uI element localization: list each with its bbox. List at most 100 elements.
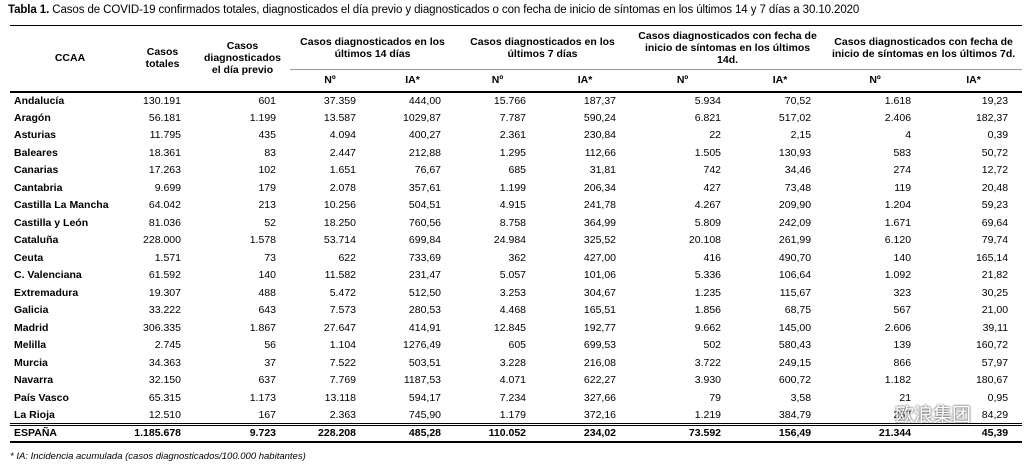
cell: 490,70	[778, 251, 812, 264]
cell: 1.856	[694, 304, 722, 317]
cell: 1.199	[249, 111, 276, 124]
cell: 102	[258, 164, 276, 177]
cell: 699,84	[408, 234, 442, 247]
table-row: Murcia 34.363 37 7.522 503,51 3.228 216,08 3.72…	[10, 354, 1022, 372]
cell: 605	[508, 339, 527, 352]
table-row: Cantabria 9.699 179 2.078 357,61 1.199 206,34 4…	[10, 179, 1022, 197]
cell: 213	[258, 199, 276, 212]
table-body: Andalucía 130.191 601 37.359 444,00 15.766 187…	[10, 92, 1023, 442]
table-row: Baleares 18.361 83 2.447 212,88 1.295 112,66 1.…	[10, 144, 1022, 162]
cell: 34,46	[784, 164, 812, 177]
cell: 503,51	[408, 356, 442, 369]
cell: 261,99	[778, 234, 812, 247]
cell: 76,67	[414, 164, 442, 177]
cell: 1.182	[884, 374, 912, 387]
table-row: Asturias 11.795 435 4.094 400,27 2.361 230,84 2…	[10, 127, 1022, 145]
sub-header: IA*	[925, 69, 1023, 93]
cell: 1187,53	[403, 374, 442, 387]
cell: 139	[893, 339, 912, 352]
cell: 84,29	[981, 408, 1009, 421]
region-name: Castilla La Mancha	[14, 199, 109, 212]
cell: 3.930	[694, 374, 722, 387]
cell: 13.118	[324, 391, 356, 404]
cell: 69,64	[981, 216, 1009, 229]
cell: 19,23	[981, 94, 1009, 107]
cell: 325,52	[583, 234, 617, 247]
cell: 1276,49	[403, 339, 442, 352]
cell: 362	[508, 251, 527, 264]
cell: 179	[258, 181, 276, 194]
header-row: Nº IA* Nº IA* Nº IA* Nº IA*	[10, 69, 1023, 93]
cell: 1029,87	[403, 111, 442, 124]
cell: 165,14	[975, 251, 1009, 264]
table-row: Ceuta 1.571 73 622 733,69 362 427,00 416 490,70 1…	[10, 249, 1022, 267]
cell: 37	[264, 356, 276, 369]
cell: 230,84	[583, 129, 617, 142]
cell: 53.714	[323, 234, 356, 247]
cell: 2.447	[329, 146, 356, 159]
cell: 216,08	[583, 356, 617, 369]
cell: 1.173	[249, 391, 276, 404]
region-name: Navarra	[14, 374, 54, 387]
cell: 6.821	[694, 111, 722, 124]
cell: 31,81	[589, 164, 617, 177]
cell: 73,48	[784, 181, 812, 194]
cell: 600,72	[778, 374, 812, 387]
cell: 13.587	[323, 111, 356, 124]
cell: 3,58	[790, 391, 812, 404]
cell: 231,47	[408, 269, 442, 282]
table-row: Melilla 2.745 56 1.104 1276,49 605 699,53 502 58…	[10, 337, 1022, 355]
sub-header: Nº	[630, 69, 736, 93]
total-cell: 485,28	[408, 427, 442, 440]
cell: 323	[893, 286, 912, 299]
cell: 65.315	[148, 391, 181, 404]
region-name: C. Valenciana	[14, 269, 82, 282]
cell: 2.406	[884, 111, 912, 124]
cell: 580,43	[778, 339, 812, 352]
cell: 4	[905, 129, 912, 142]
sub-header: Nº	[825, 69, 926, 93]
cell: 21	[899, 391, 912, 404]
cell: 601	[258, 94, 276, 107]
table-header: CCAA Casos totales Casos diagnosticados …	[10, 25, 1023, 93]
region-name: Canarias	[14, 164, 59, 177]
cell: 19.307	[148, 286, 181, 299]
cell: 57,97	[981, 356, 1009, 369]
cell: 2.363	[329, 408, 356, 421]
cell: 590,24	[583, 111, 617, 124]
cell: 583	[893, 146, 912, 159]
cell: 384,79	[778, 408, 812, 421]
table-row: Canarias 17.263 102 1.651 76,67 685 31,81 742 34…	[10, 162, 1022, 180]
region-name: Baleares	[14, 146, 58, 159]
cell: 643	[258, 304, 276, 317]
cell: 12.510	[148, 408, 181, 421]
region-name: Asturias	[14, 129, 57, 142]
cell: 7.769	[329, 374, 356, 387]
cell: 15.766	[493, 94, 527, 107]
cell: 304,67	[583, 286, 617, 299]
cell: 79	[709, 391, 722, 404]
cell: 267	[893, 408, 912, 421]
cell: 5.472	[329, 286, 356, 299]
cell: 5.057	[499, 269, 527, 282]
cell: 274	[893, 164, 912, 177]
cell: 20,48	[981, 181, 1009, 194]
cell: 517,02	[778, 111, 812, 124]
sub-header: IA*	[735, 69, 826, 93]
cell: 1.219	[694, 408, 722, 421]
total-cell: 45,39	[981, 427, 1009, 440]
cell: 33.222	[148, 304, 181, 317]
cell: 37.359	[323, 94, 356, 107]
cell: 1.204	[884, 199, 912, 212]
cell: 3.722	[694, 356, 722, 369]
cell: 327,66	[583, 391, 617, 404]
cell: 1.295	[499, 146, 527, 159]
cell: 39,11	[982, 321, 1009, 334]
cell: 760,56	[408, 216, 442, 229]
cell: 567	[893, 304, 912, 317]
table-row: Extremadura 19.307 488 5.472 512,50 3.253 304,…	[10, 284, 1022, 302]
cell: 21,82	[981, 269, 1009, 282]
table-row: La Rioja 12.510 167 2.363 745,90 1.179 372,16 1…	[10, 407, 1022, 425]
cell: 866	[893, 356, 912, 369]
